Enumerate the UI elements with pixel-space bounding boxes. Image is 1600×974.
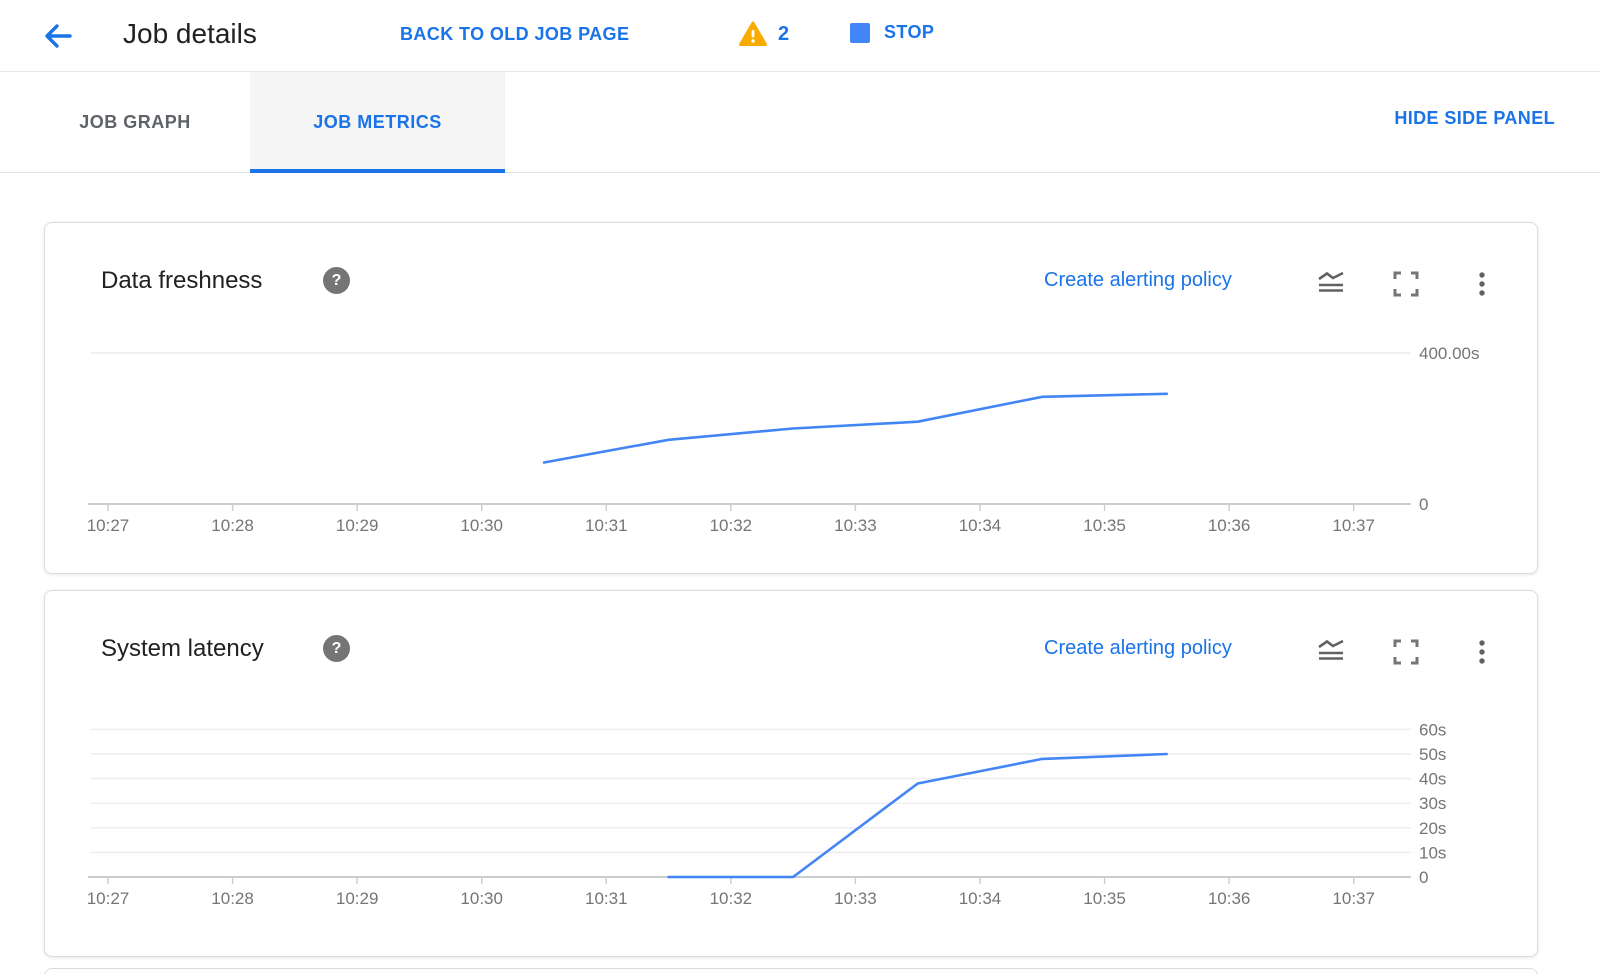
fullscreen-button[interactable] xyxy=(1391,269,1421,299)
warning-triangle-icon xyxy=(739,21,767,46)
help-question-icon[interactable]: ? xyxy=(323,267,350,294)
svg-text:10:28: 10:28 xyxy=(211,889,254,908)
svg-text:10:34: 10:34 xyxy=(959,516,1002,535)
kebab-menu-icon xyxy=(1479,272,1485,296)
data-freshness-chart: 10:27 10:28 10:29 10:30 10:31 10:32 10:33 10:34… xyxy=(87,344,1480,535)
help-question-icon[interactable]: ? xyxy=(323,635,350,662)
back-button[interactable] xyxy=(38,16,78,56)
create-alerting-policy-link[interactable]: Create alerting policy xyxy=(1044,637,1232,659)
svg-text:10:27: 10:27 xyxy=(87,516,130,535)
svg-text:10:33: 10:33 xyxy=(834,516,877,535)
tab-bar: JOB GRAPH JOB METRICS HIDE SIDE PANEL xyxy=(0,72,1600,173)
next-card-top-edge xyxy=(44,968,1538,974)
chart-title: Data freshness xyxy=(101,267,263,294)
svg-text:10s: 10s xyxy=(1419,843,1446,862)
area-chart-icon xyxy=(1318,639,1344,660)
data-freshness-card: Data freshness ? Create alerting policy xyxy=(44,222,1538,574)
more-options-button[interactable] xyxy=(1467,269,1497,299)
chart-title: System latency xyxy=(101,635,264,662)
svg-text:10:35: 10:35 xyxy=(1083,889,1126,908)
svg-text:10:37: 10:37 xyxy=(1332,889,1375,908)
svg-text:10:32: 10:32 xyxy=(710,516,753,535)
fullscreen-icon xyxy=(1393,271,1419,297)
warnings-indicator[interactable]: 2 xyxy=(738,20,789,48)
svg-text:50s: 50s xyxy=(1419,745,1446,764)
svg-text:10:36: 10:36 xyxy=(1208,889,1251,908)
stop-button[interactable]: STOP xyxy=(850,22,934,43)
svg-text:10:29: 10:29 xyxy=(336,889,379,908)
more-options-button[interactable] xyxy=(1467,637,1497,667)
system-latency-chart: 10:27 10:28 10:29 10:30 10:31 10:32 10:33 10:34… xyxy=(87,720,1447,908)
top-app-bar: Job details BACK TO OLD JOB PAGE 2 STOP xyxy=(0,0,1600,72)
tab-job-graph[interactable]: JOB GRAPH xyxy=(79,111,191,132)
svg-text:60s: 60s xyxy=(1419,720,1446,739)
svg-text:10:34: 10:34 xyxy=(959,889,1002,908)
svg-text:10:35: 10:35 xyxy=(1083,516,1126,535)
area-chart-toggle-button[interactable] xyxy=(1316,269,1346,299)
svg-text:10:29: 10:29 xyxy=(336,516,379,535)
svg-text:30s: 30s xyxy=(1419,794,1446,813)
svg-text:10:32: 10:32 xyxy=(710,889,753,908)
svg-text:40s: 40s xyxy=(1419,770,1446,789)
page-title: Job details xyxy=(123,18,257,49)
area-chart-icon xyxy=(1318,271,1344,292)
svg-text:20s: 20s xyxy=(1419,819,1446,838)
svg-text:10:30: 10:30 xyxy=(460,516,503,535)
warning-count: 2 xyxy=(778,22,790,45)
kebab-menu-icon xyxy=(1479,640,1485,664)
create-alerting-policy-link[interactable]: Create alerting policy xyxy=(1044,269,1232,291)
svg-text:0: 0 xyxy=(1419,495,1428,514)
svg-text:10:36: 10:36 xyxy=(1208,516,1251,535)
back-to-old-job-page-link[interactable]: BACK TO OLD JOB PAGE xyxy=(400,24,630,44)
stop-button-label: STOP xyxy=(884,22,935,42)
svg-text:10:31: 10:31 xyxy=(585,516,628,535)
svg-text:0: 0 xyxy=(1419,868,1428,887)
svg-text:10:37: 10:37 xyxy=(1332,516,1375,535)
card-header: System latency ? Create alerting policy xyxy=(45,591,1537,681)
hide-side-panel-link[interactable]: HIDE SIDE PANEL xyxy=(1394,108,1555,128)
system-latency-card: System latency ? Create alerting policy xyxy=(44,590,1538,957)
active-tab-underline xyxy=(250,169,505,173)
area-chart-toggle-button[interactable] xyxy=(1316,637,1346,667)
fullscreen-icon xyxy=(1393,639,1419,665)
svg-text:10:31: 10:31 xyxy=(585,889,628,908)
svg-text:10:33: 10:33 xyxy=(834,889,877,908)
svg-text:400.00s: 400.00s xyxy=(1419,344,1480,363)
svg-text:10:30: 10:30 xyxy=(460,889,503,908)
back-arrow-icon xyxy=(45,24,72,48)
stop-square-icon xyxy=(850,22,870,43)
svg-text:10:27: 10:27 xyxy=(87,889,130,908)
tab-job-metrics[interactable]: JOB METRICS xyxy=(250,72,505,172)
svg-text:10:28: 10:28 xyxy=(211,516,254,535)
card-header: Data freshness ? Create alerting policy xyxy=(45,223,1537,313)
fullscreen-button[interactable] xyxy=(1391,637,1421,667)
